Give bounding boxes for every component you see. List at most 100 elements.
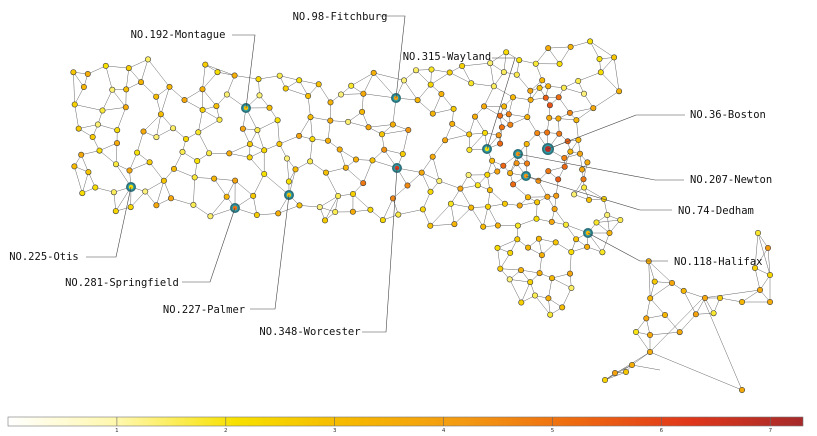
network-edge [149, 162, 165, 181]
town-node [544, 129, 551, 136]
network-edge [503, 52, 507, 73]
town-node [547, 311, 554, 318]
network-edge [517, 218, 537, 226]
town-node [250, 192, 257, 199]
network-edge [417, 84, 431, 101]
colorbar-tick-label: 3 [333, 428, 337, 434]
town-node [274, 117, 281, 124]
network-edge [683, 290, 697, 315]
network-edge [604, 364, 633, 381]
town-node [495, 132, 502, 139]
network-edge [664, 314, 680, 333]
town-node [309, 136, 316, 143]
town-node [501, 103, 508, 110]
town-node [584, 243, 591, 250]
town-node [548, 218, 555, 225]
network-edge [252, 195, 258, 216]
town-node [567, 43, 574, 50]
network-edge [604, 371, 627, 381]
network-edge [229, 143, 250, 154]
town-node [429, 153, 436, 160]
town-node [738, 298, 745, 305]
network-edge [593, 91, 620, 109]
town-node [125, 65, 132, 72]
town-node [122, 104, 129, 111]
town-node [296, 77, 303, 84]
town-node [545, 168, 552, 175]
network-edge [487, 206, 499, 226]
network-edge [307, 95, 311, 118]
network-edge [384, 149, 403, 155]
network-edge [156, 180, 165, 206]
network-edge [128, 67, 142, 83]
town-node [381, 146, 388, 153]
network-edge [489, 189, 506, 204]
network-edge [649, 351, 743, 391]
network-edge [286, 158, 290, 182]
colorbar-gradient [8, 417, 803, 426]
town-node [126, 167, 133, 174]
network-edge [432, 93, 442, 114]
network-edge [432, 140, 446, 157]
network-edge [226, 180, 236, 197]
colorbar-tick-label: 5 [551, 428, 555, 434]
town-node [418, 169, 425, 176]
network-edge [368, 124, 393, 128]
network-edge [87, 65, 106, 75]
town-node [214, 69, 221, 76]
network-edge [105, 65, 113, 90]
network-edge [78, 124, 98, 129]
town-node [534, 199, 541, 206]
network-edge [538, 180, 548, 197]
town-node [322, 169, 329, 176]
callout-line-dedham [525, 175, 672, 211]
network-edge [318, 84, 331, 103]
network-edge [309, 161, 327, 173]
network-edge [97, 124, 118, 131]
town-node [573, 236, 580, 243]
town-node [85, 169, 92, 176]
town-node [427, 222, 434, 229]
network-edge [563, 87, 585, 95]
town-node [497, 265, 504, 272]
town-node [616, 88, 623, 95]
town-node [510, 181, 517, 188]
network-edge [604, 351, 651, 381]
network-edge [754, 267, 761, 291]
network-edge [102, 107, 126, 111]
town-node [738, 386, 745, 393]
town-node [536, 84, 543, 91]
town-node [102, 62, 109, 69]
network-edge [596, 219, 621, 223]
network-edge [339, 149, 347, 168]
town-node [503, 49, 510, 56]
network-edge [454, 207, 472, 225]
network-edge [508, 113, 528, 118]
network-edge [631, 364, 661, 371]
town-node [568, 284, 575, 291]
network-edge [252, 173, 265, 197]
town-node [516, 57, 523, 64]
network-edge [520, 269, 540, 274]
town-node [628, 361, 635, 368]
network-edge [468, 116, 476, 135]
network-edge [214, 178, 236, 181]
network-edge [125, 68, 130, 90]
network-edge [570, 41, 591, 48]
network-edge [299, 80, 319, 85]
network-edge [278, 205, 300, 214]
town-node [142, 188, 149, 195]
town-node [327, 117, 334, 124]
network-edge [534, 295, 551, 315]
town-node [276, 141, 283, 148]
town-node [153, 134, 160, 141]
town-node [109, 86, 116, 93]
network-edge [258, 75, 280, 80]
town-node [646, 331, 653, 338]
network-edge [474, 116, 486, 134]
network-edge [102, 89, 113, 111]
network-edge [539, 255, 543, 274]
network-edge [310, 117, 313, 140]
network-edge [578, 72, 601, 82]
